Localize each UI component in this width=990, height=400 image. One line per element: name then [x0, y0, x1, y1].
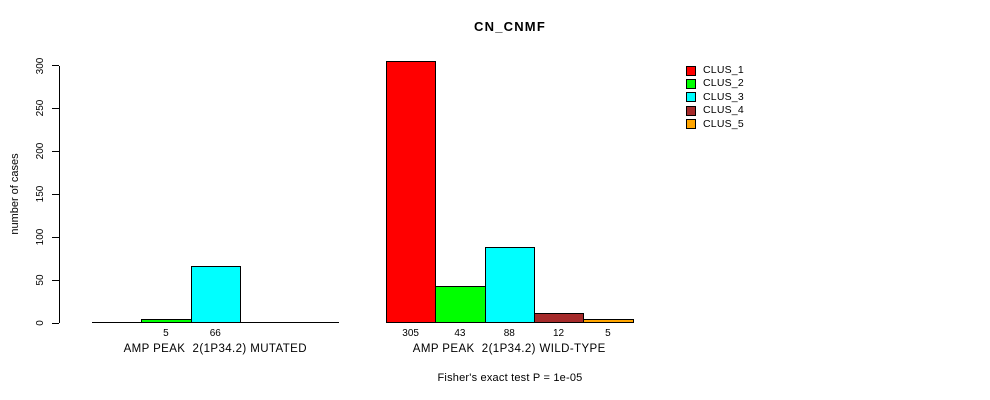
fisher-test-annotation: Fisher's exact test P = 1e-05	[437, 372, 583, 384]
bar-value-label: 5	[605, 328, 611, 339]
legend-swatch	[686, 92, 696, 103]
legend: CLUS_1 CLUS_2 CLUS_3 CLUS_4 CLUS_5	[686, 64, 744, 131]
y-tick-label: 300	[35, 57, 46, 74]
legend-item: CLUS_1	[686, 64, 744, 77]
legend-item: CLUS_5	[686, 118, 744, 131]
bar-clus_3	[485, 247, 535, 323]
bar-clus_5	[583, 319, 634, 323]
y-tick-label: 50	[35, 274, 46, 286]
legend-item-label: CLUS_4	[703, 104, 744, 117]
chart-title: CN_CNMF	[474, 19, 546, 34]
y-tick-label: 100	[35, 228, 46, 246]
bar-value-label: 88	[503, 328, 515, 339]
legend-swatch	[686, 65, 696, 76]
bar-clus_2	[141, 319, 192, 323]
bar-clus_2	[435, 286, 486, 323]
y-tick-mark	[52, 236, 59, 238]
y-axis-line	[59, 65, 60, 323]
bar-clus_3	[191, 266, 241, 323]
y-tick-mark	[52, 107, 59, 109]
legend-item-label: CLUS_3	[703, 90, 744, 103]
y-tick-label: 0	[35, 320, 46, 326]
group-label: AMP PEAK 2(1P34.2) MUTATED	[123, 343, 307, 355]
bar-clus_4	[534, 313, 584, 323]
legend-item-label: CLUS_2	[703, 77, 744, 90]
y-axis-title: number of cases	[9, 153, 21, 235]
bar-value-label: 305	[402, 328, 419, 339]
bar-value-label: 12	[552, 328, 565, 339]
y-tick-mark	[52, 65, 59, 66]
y-tick-mark	[52, 279, 59, 281]
bar-clus_1	[386, 61, 436, 323]
legend-swatch	[686, 119, 696, 130]
legend-item-label: CLUS_5	[703, 117, 744, 130]
legend-item: CLUS_2	[686, 77, 744, 90]
y-tick-mark	[52, 193, 59, 195]
bar-value-label: 66	[209, 328, 221, 339]
y-tick-label: 200	[35, 142, 46, 160]
y-tick-mark	[52, 322, 59, 324]
y-tick-label: 250	[35, 100, 46, 117]
legend-item-label: CLUS_1	[703, 64, 744, 76]
legend-swatch	[686, 79, 696, 90]
bar-value-label: 5	[163, 328, 169, 339]
legend-item: CLUS_3	[686, 91, 744, 104]
group-label: AMP PEAK 2(1P34.2) WILD-TYPE	[412, 343, 606, 355]
bar-value-label: 43	[454, 328, 466, 339]
legend-swatch	[686, 105, 696, 116]
legend-item: CLUS_4	[686, 104, 744, 117]
y-tick-mark	[52, 150, 59, 152]
y-tick-label: 150	[35, 185, 46, 203]
